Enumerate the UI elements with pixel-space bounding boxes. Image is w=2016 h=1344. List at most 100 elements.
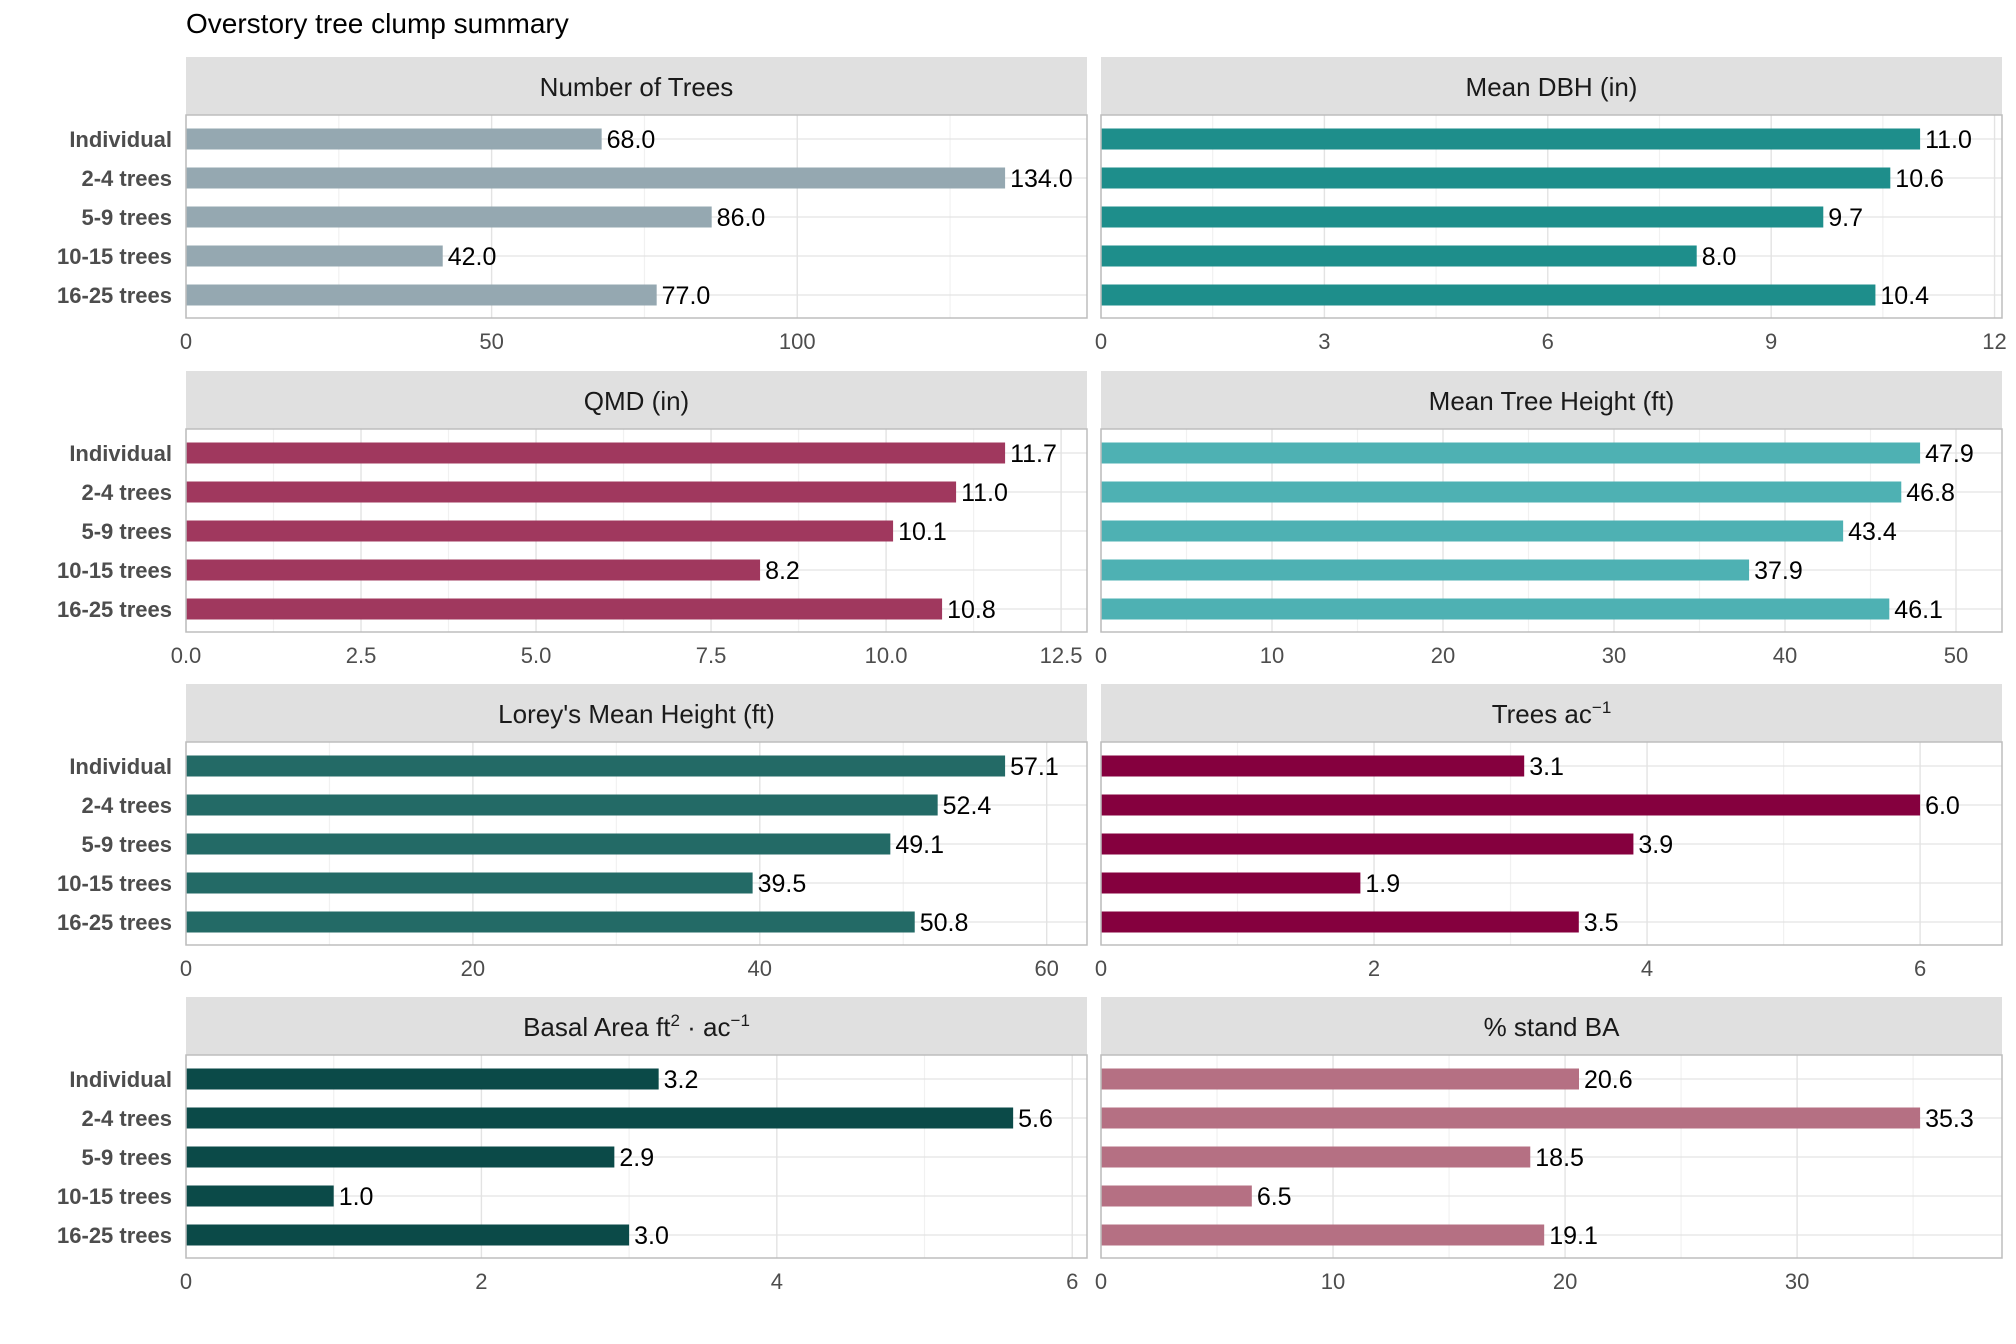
bar-4 — [186, 1185, 334, 1207]
panel-title: Mean DBH (in) — [1466, 72, 1638, 102]
bar-2 — [186, 794, 938, 816]
panel-border — [1100, 741, 2003, 946]
bar-2 — [1101, 1107, 1921, 1129]
x-tick-label: 9 — [1765, 329, 1777, 354]
bar-3 — [186, 1146, 615, 1168]
bar-3 — [1101, 520, 1844, 542]
bar-value-label: 1.0 — [339, 1183, 374, 1211]
bar-value-label: 10.6 — [1895, 165, 1944, 193]
bar-value-label: 20.6 — [1584, 1066, 1633, 1094]
bar-value-label: 11.7 — [1010, 440, 1057, 468]
panel-strip — [186, 684, 1087, 742]
figure-title: Overstory tree clump summary — [186, 8, 569, 39]
bar-1 — [186, 442, 1006, 464]
bar-value-label: 8.0 — [1702, 243, 1737, 271]
x-tick-label: 5.0 — [521, 643, 552, 668]
panel-title: Trees ac−1 — [1492, 698, 1612, 729]
x-tick-label: 30 — [1602, 643, 1626, 668]
panel-strip — [186, 57, 1087, 115]
bar-1 — [1101, 755, 1525, 777]
bar-3 — [1101, 206, 1824, 228]
x-tick-label: 0.0 — [171, 643, 202, 668]
panel-border — [1100, 114, 2003, 319]
bar-3 — [1101, 833, 1634, 855]
bar-2 — [186, 481, 957, 503]
bar-1 — [1101, 442, 1921, 464]
bar-2 — [186, 1107, 1014, 1129]
bar-4 — [1101, 872, 1361, 894]
x-tick-label: 40 — [748, 956, 772, 981]
bar-value-label: 46.1 — [1894, 596, 1943, 624]
category-label: Individual — [69, 127, 172, 152]
category-label: 16-25 trees — [57, 910, 172, 935]
x-tick-label: 6 — [1914, 956, 1926, 981]
panel-title: % stand BA — [1484, 1012, 1621, 1042]
x-tick-label: 12 — [1982, 329, 2006, 354]
x-tick-label: 60 — [1034, 956, 1058, 981]
bar-value-label: 49.1 — [895, 831, 944, 859]
bar-4 — [1101, 559, 1750, 581]
bar-value-label: 68.0 — [607, 126, 656, 154]
bar-value-label: 57.1 — [1010, 753, 1059, 781]
category-label: 16-25 trees — [57, 597, 172, 622]
bar-5 — [186, 284, 657, 306]
x-tick-label: 100 — [779, 329, 816, 354]
category-label: Individual — [69, 754, 172, 779]
panel-6: Trees ac−1 3.1 6.0 3.9 1.9 3.5 0 2 4 6 — [1095, 684, 2003, 981]
x-tick-label: 0 — [1095, 1269, 1107, 1294]
bar-5 — [1101, 1224, 1545, 1246]
bar-5 — [186, 598, 943, 620]
bar-value-label: 37.9 — [1754, 557, 1803, 585]
category-label: 2-4 trees — [81, 480, 172, 505]
bar-4 — [186, 872, 753, 894]
x-tick-label: 50 — [1944, 643, 1968, 668]
bar-5 — [1101, 284, 1876, 306]
bar-value-label: 3.0 — [634, 1222, 669, 1250]
panel-strip — [1101, 997, 2002, 1055]
bar-value-label: 19.1 — [1549, 1222, 1598, 1250]
category-label: 10-15 trees — [57, 558, 172, 583]
x-tick-label: 20 — [1553, 1269, 1577, 1294]
bar-value-label: 77.0 — [662, 282, 711, 310]
x-tick-label: 2 — [1368, 956, 1380, 981]
bar-value-label: 18.5 — [1535, 1144, 1584, 1172]
category-label: 16-25 trees — [57, 283, 172, 308]
x-tick-label: 20 — [461, 956, 485, 981]
category-label: 2-4 trees — [81, 1106, 172, 1131]
bar-value-label: 3.2 — [664, 1066, 699, 1094]
x-tick-label: 10 — [1260, 643, 1284, 668]
x-tick-label: 2 — [475, 1269, 487, 1294]
panel-border — [185, 741, 1088, 946]
panel-strip — [1101, 57, 2002, 115]
panel-2: Mean DBH (in) 11.0 10.6 9.7 8.0 10.4 0 3 6 9 12 — [1095, 57, 2007, 354]
bar-3 — [186, 833, 891, 855]
bar-4 — [186, 245, 443, 267]
category-label: 2-4 trees — [81, 166, 172, 191]
bar-2 — [1101, 481, 1902, 503]
panel-border — [185, 1054, 1088, 1259]
panel-border — [185, 114, 1088, 319]
panel-7: Basal Area ft2 · ac−1 3.2 5.6 2.9 1.0 3.0 0 2 4 6… — [57, 997, 1088, 1294]
bar-4 — [1101, 1185, 1252, 1207]
bar-5 — [186, 911, 915, 933]
bar-4 — [186, 559, 761, 581]
panel-title: Number of Trees — [540, 72, 734, 102]
category-label: 5-9 trees — [81, 1145, 172, 1170]
bar-value-label: 2.9 — [619, 1144, 654, 1172]
bar-value-label: 11.0 — [1925, 126, 1972, 154]
panel-3: QMD (in) 11.711.0 10.1 8.2 10.8 0.0 2.5 5.0 7.5 1… — [57, 371, 1088, 668]
bar-2 — [186, 167, 1006, 189]
bar-value-label: 43.4 — [1848, 518, 1897, 546]
bar-value-label: 9.7 — [1828, 204, 1863, 232]
panel-border — [1100, 1054, 2003, 1259]
x-tick-label: 0 — [1095, 643, 1107, 668]
bar-5 — [1101, 911, 1579, 933]
x-tick-label: 0 — [1095, 329, 1107, 354]
bar-value-label: 1.9 — [1365, 870, 1400, 898]
bar-1 — [1101, 128, 1921, 150]
category-label: 16-25 trees — [57, 1223, 172, 1248]
category-label: 5-9 trees — [81, 519, 172, 544]
panel-8: % stand BA 20.6 35.3 18.5 6.5 19.1 0 10 20 30 — [1095, 997, 2003, 1294]
panel-5: Lorey's Mean Height (ft) 57.1 52.4 49.1 39.5… — [57, 684, 1088, 981]
